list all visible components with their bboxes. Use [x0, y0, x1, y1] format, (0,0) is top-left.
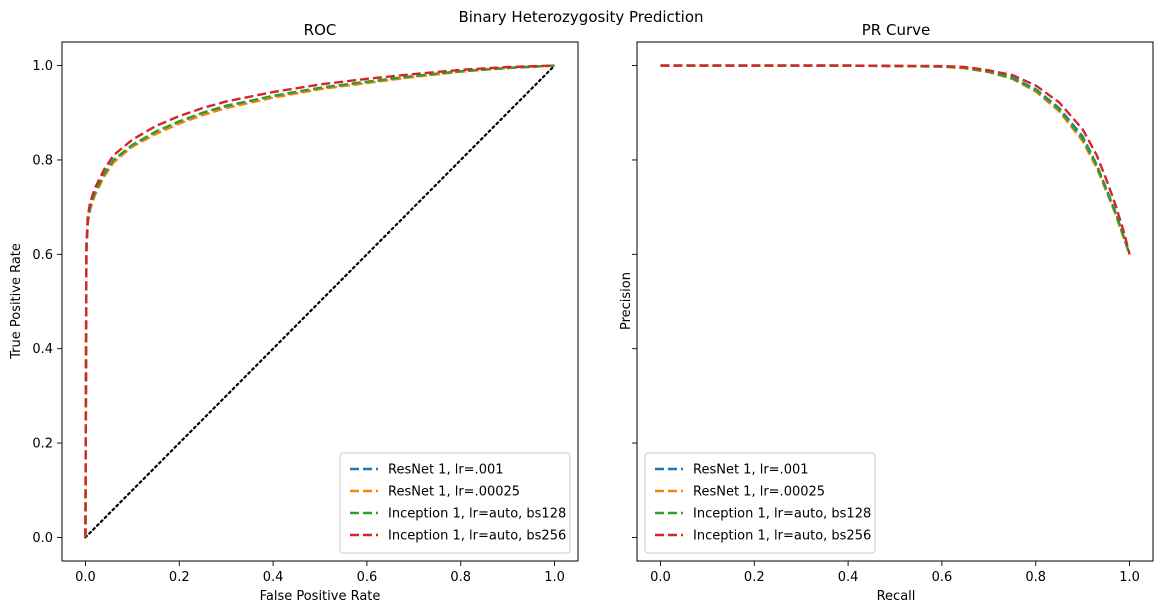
- roc-chance-line: [84, 64, 556, 539]
- roc-y-tick-label: 0.2: [32, 437, 53, 452]
- roc-y-tick-label: 1.0: [32, 59, 53, 74]
- roc-x-tick-label: 0.8: [450, 570, 471, 585]
- roc-legend-label: Inception 1, lr=auto, bs128: [388, 507, 566, 522]
- roc-y-tick-label: 0.0: [32, 531, 53, 546]
- roc-panel: ROC 0.0 0.0 0.2 0.2 0.4 0.4 0.6 0.6 0.8 0.8 1.0 1.0…: [9, 21, 579, 604]
- roc-x-tick-label: 0.2: [169, 570, 190, 585]
- pr-legend-label: ResNet 1, lr=.00025: [693, 485, 825, 500]
- pr-legend-label: ResNet 1, lr=.001: [693, 463, 809, 478]
- roc-y-tick-label: 0.8: [32, 153, 53, 168]
- roc-x-axis-label: False Positive Rate: [260, 589, 381, 604]
- pr-legend: ResNet 1, lr=.001 ResNet 1, lr=.00025 Ince…: [644, 452, 876, 554]
- roc-title: ROC: [304, 21, 337, 39]
- roc-series-line-3: [84, 64, 555, 538]
- roc-legend-label: ResNet 1, lr=.001: [388, 463, 504, 478]
- roc-legend-label: Inception 1, lr=auto, bs256: [388, 529, 566, 544]
- pr-x-tick-label: 0.2: [744, 570, 765, 585]
- pr-x-tick-label: 0.6: [932, 570, 953, 585]
- pr-x-tick-label: 0.8: [1025, 570, 1046, 585]
- pr-x-tick-label: 0.4: [838, 570, 859, 585]
- roc-x-tick-label: 0.6: [357, 570, 378, 585]
- roc-y-tick-label: 0.6: [32, 248, 53, 263]
- roc-axes-frame: [61, 41, 579, 562]
- roc-y-axis-label: True Positive Rate: [9, 243, 24, 360]
- pr-series-line-3: [660, 64, 1131, 255]
- roc-legend-label: ResNet 1, lr=.00025: [388, 485, 520, 500]
- pr-legend-label: Inception 1, lr=auto, bs256: [693, 529, 871, 544]
- pr-axes-frame: [636, 41, 1154, 562]
- pr-x-tick-label: 1.0: [1119, 570, 1140, 585]
- pr-x-axis-label: Recall: [877, 589, 916, 604]
- roc-legend: ResNet 1, lr=.001 ResNet 1, lr=.00025 Ince…: [339, 452, 571, 554]
- roc-x-tick-label: 0.4: [263, 570, 284, 585]
- pr-y-axis-label: Precision: [619, 272, 634, 330]
- pr-series-line-2: [660, 64, 1131, 255]
- roc-plot-area: 0.0 0.0 0.2 0.2 0.4 0.4 0.6 0.6 0.8 0.8 1.0 1.0 ResN…: [32, 41, 579, 585]
- roc-x-tick-label: 1.0: [544, 570, 565, 585]
- pr-panel: PR Curve 0.0 0.2 0.4 0.6 0.8 1.0 ResNet 1, lr=…: [619, 21, 1154, 604]
- pr-legend-label: Inception 1, lr=auto, bs128: [693, 507, 871, 522]
- pr-series-line-1: [660, 64, 1131, 255]
- roc-y-tick-label: 0.4: [32, 342, 53, 357]
- figure-title: Binary Heterozygosity Prediction: [458, 8, 703, 26]
- pr-x-tick-label: 0.0: [650, 570, 671, 585]
- pr-series-line-0: [660, 64, 1131, 255]
- roc-x-tick-label: 0.0: [75, 570, 96, 585]
- pr-title: PR Curve: [862, 21, 931, 39]
